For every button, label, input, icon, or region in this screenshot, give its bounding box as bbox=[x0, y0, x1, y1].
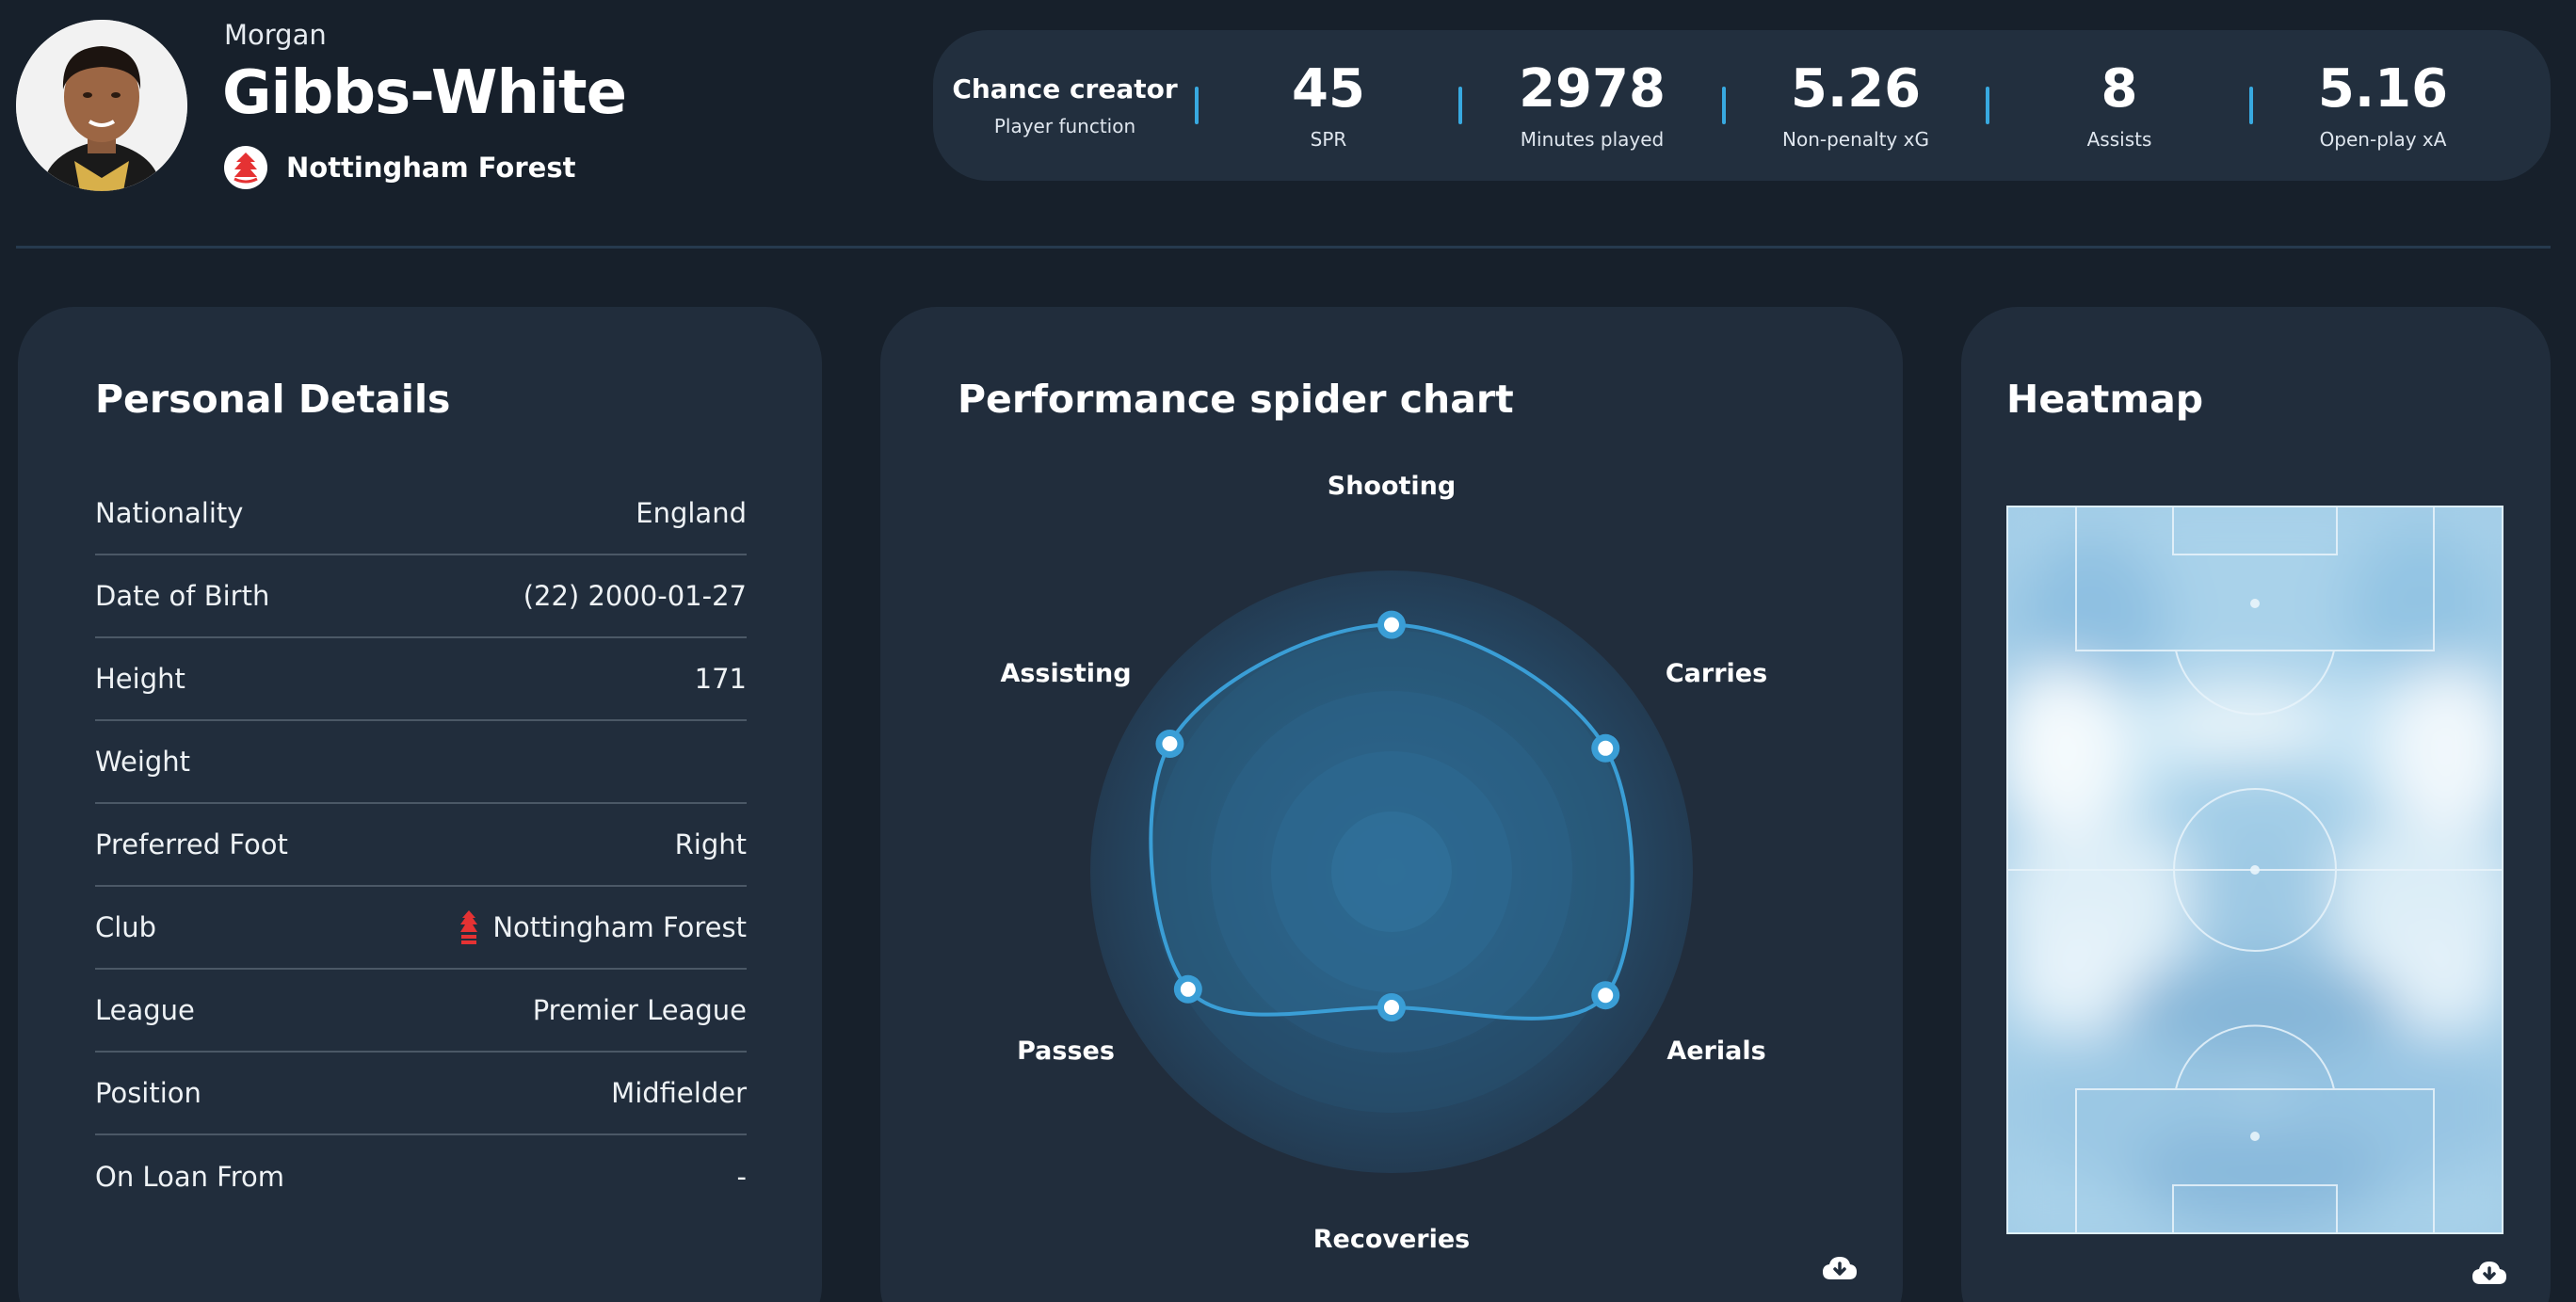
stat-value: 2978 bbox=[1519, 58, 1666, 121]
spider-chart bbox=[1090, 571, 1693, 1173]
detail-row-weight: Weight bbox=[95, 721, 747, 804]
detail-label: On Loan From bbox=[95, 1161, 285, 1193]
forest-crest-icon bbox=[224, 146, 267, 189]
stat-label: Minutes played bbox=[1520, 127, 1665, 151]
spider-point-dot bbox=[1384, 617, 1399, 633]
stat-value: 5.26 bbox=[1790, 58, 1922, 121]
detail-value: (22) 2000-01-27 bbox=[523, 580, 747, 612]
detail-label: Preferred Foot bbox=[95, 828, 288, 860]
card-title: Heatmap bbox=[2006, 377, 2204, 422]
card-title: Performance spider chart bbox=[958, 377, 1514, 422]
stat-label: Player function bbox=[993, 114, 1136, 137]
details-list: Nationality England Date of Birth (22) 2… bbox=[95, 473, 747, 1218]
spider-chart-card: Performance spider chart Shooting Carrie… bbox=[880, 307, 1903, 1302]
spider-point-dot bbox=[1384, 1000, 1399, 1015]
detail-row-league: League Premier League bbox=[95, 970, 747, 1053]
detail-value: Right bbox=[674, 828, 747, 860]
spider-axis-label-assisting: Assisting bbox=[1000, 659, 1132, 688]
spider-axis-label-recoveries: Recoveries bbox=[1312, 1225, 1471, 1254]
spider-point-dot bbox=[1598, 988, 1614, 1004]
detail-row-nationality: Nationality England bbox=[95, 473, 747, 555]
personal-details-card: Personal Details Nationality England Dat… bbox=[18, 307, 822, 1302]
stat-label: Non-penalty xG bbox=[1782, 127, 1929, 151]
player-photo bbox=[16, 20, 187, 191]
stat-value: 8 bbox=[2101, 58, 2138, 121]
detail-value: Nottingham Forest bbox=[492, 911, 747, 943]
detail-row-date-of-birth: Date of Birth (22) 2000-01-27 bbox=[95, 555, 747, 638]
detail-value-club: Nottingham Forest bbox=[459, 908, 747, 946]
stat-value: Chance creator bbox=[952, 73, 1178, 105]
stats-bar: Chance creator Player function 45 SPR 29… bbox=[933, 30, 2551, 181]
stat-non-penalty-xg: 5.26 Non-penalty xG bbox=[1722, 58, 1988, 151]
detail-label: Height bbox=[95, 663, 185, 695]
player-avatar bbox=[16, 20, 187, 191]
stat-player-function: Chance creator Player function bbox=[933, 73, 1197, 137]
header-divider bbox=[16, 246, 2551, 249]
player-club: Nottingham Forest bbox=[224, 146, 575, 189]
stat-label: Open-play xA bbox=[2319, 127, 2447, 151]
detail-row-club: Club Nottingham Forest bbox=[95, 887, 747, 970]
spider-ring bbox=[1331, 812, 1452, 932]
spider-point-dot bbox=[1162, 736, 1178, 751]
spider-axis-label-passes: Passes bbox=[1017, 1037, 1115, 1066]
detail-label: League bbox=[95, 994, 195, 1026]
cloud-download-icon[interactable] bbox=[2471, 1260, 2507, 1288]
heatmap-card: Heatmap bbox=[1961, 307, 2551, 1302]
stat-label: SPR bbox=[1310, 127, 1347, 151]
detail-row-on-loan-from: On Loan From - bbox=[95, 1135, 747, 1218]
forest-crest-icon bbox=[460, 910, 478, 944]
detail-value: Premier League bbox=[532, 994, 747, 1026]
cloud-download-icon[interactable] bbox=[1822, 1255, 1858, 1283]
spider-point-dot bbox=[1598, 740, 1614, 756]
detail-label: Position bbox=[95, 1077, 201, 1109]
detail-label: Weight bbox=[95, 746, 191, 778]
detail-value: 171 bbox=[694, 663, 747, 695]
detail-row-height: Height 171 bbox=[95, 638, 747, 721]
detail-label: Date of Birth bbox=[95, 580, 270, 612]
card-title: Personal Details bbox=[95, 377, 451, 422]
detail-value: England bbox=[636, 497, 747, 529]
detail-label: Nationality bbox=[95, 497, 244, 529]
detail-row-position: Position Midfielder bbox=[95, 1053, 747, 1135]
player-last-name: Gibbs-White bbox=[222, 58, 627, 128]
spider-point-dot bbox=[1180, 981, 1196, 997]
stat-value: 5.16 bbox=[2317, 58, 2449, 121]
detail-row-preferred-foot: Preferred Foot Right bbox=[95, 804, 747, 887]
detail-value: - bbox=[736, 1161, 747, 1193]
spider-axis-label-shooting: Shooting bbox=[1327, 472, 1457, 501]
stat-assists: 8 Assists bbox=[1986, 58, 2251, 151]
stat-spr: 45 SPR bbox=[1195, 58, 1460, 151]
detail-label: Club bbox=[95, 911, 157, 943]
spider-axis-label-aerials: Aerials bbox=[1666, 1037, 1766, 1066]
stat-label: Assists bbox=[2086, 127, 2152, 151]
stat-open-play-xa: 5.16 Open-play xA bbox=[2249, 58, 2515, 151]
stat-minutes-played: 2978 Minutes played bbox=[1458, 58, 1724, 151]
player-first-name: Morgan bbox=[224, 19, 327, 51]
stat-value: 45 bbox=[1292, 58, 1365, 121]
spider-axis-label-carries: Carries bbox=[1665, 659, 1768, 688]
heatmap-pitch bbox=[2006, 506, 2504, 1234]
detail-value: Midfielder bbox=[611, 1077, 747, 1109]
club-name: Nottingham Forest bbox=[286, 152, 576, 184]
